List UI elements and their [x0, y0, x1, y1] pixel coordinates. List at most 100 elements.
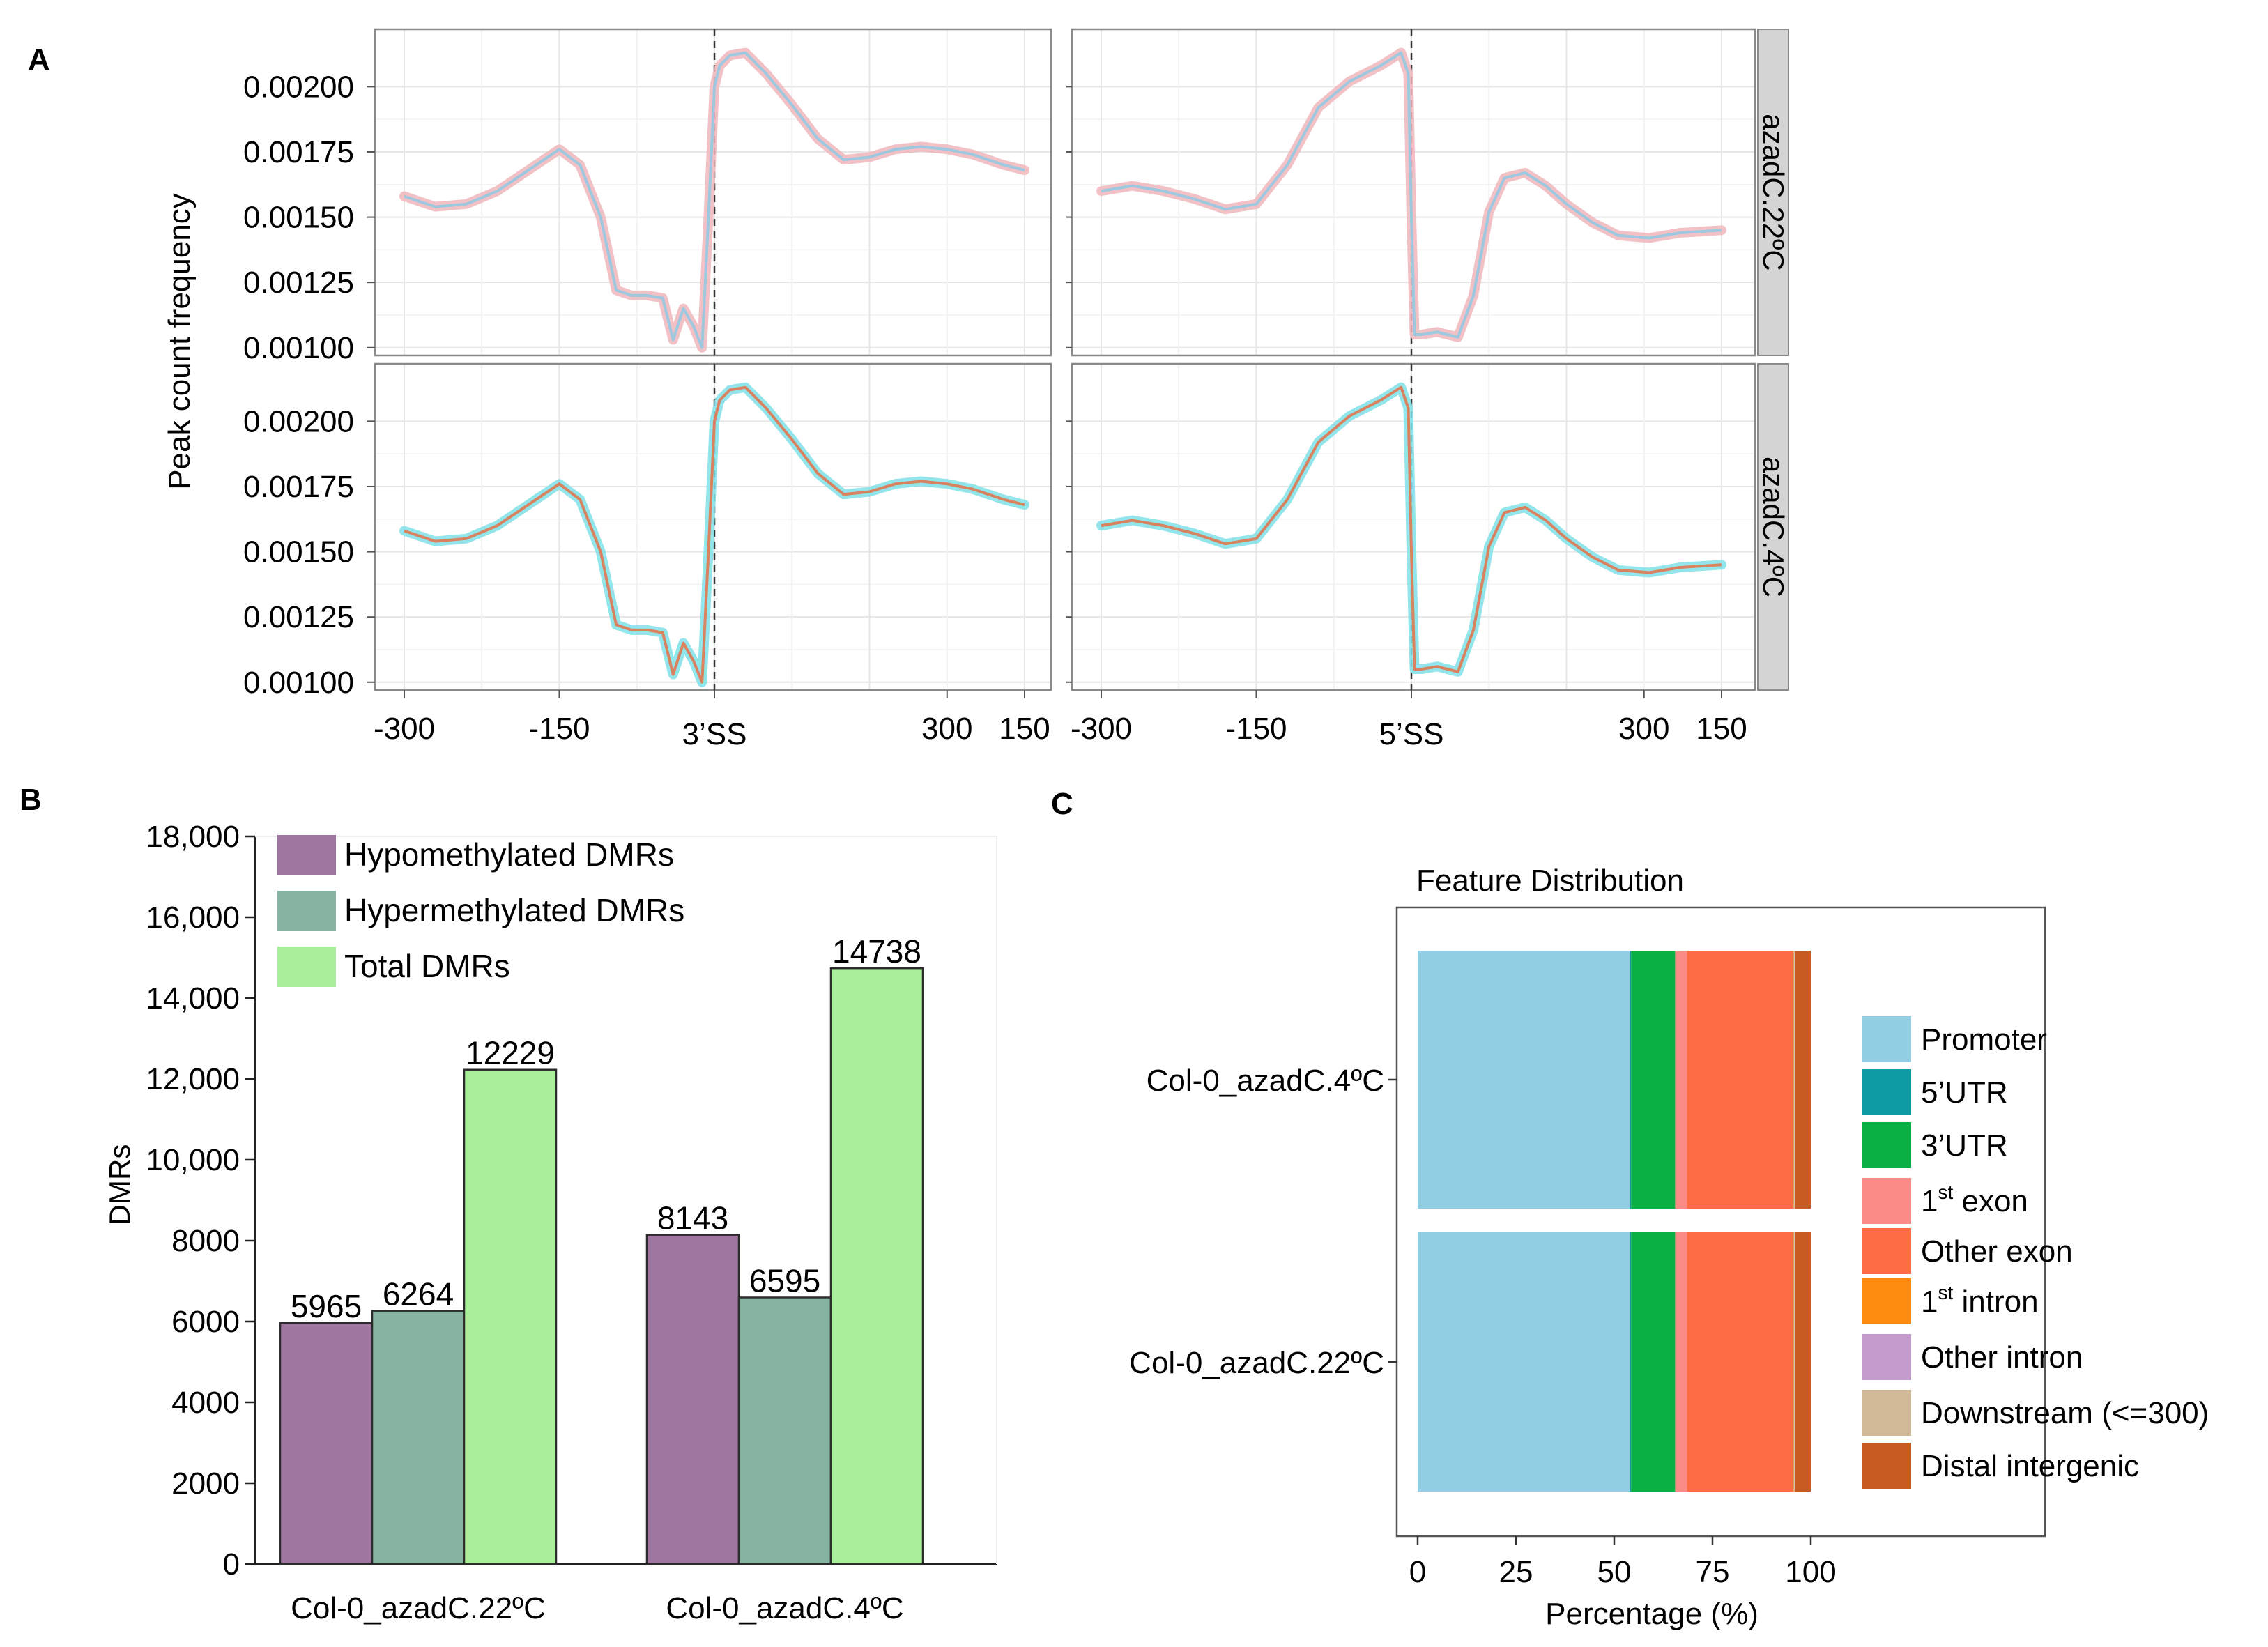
panel-c-legend-label: Downstream (<=300): [1921, 1396, 2209, 1430]
panel-c-legend-swatch: [1862, 1178, 1911, 1224]
panel-c-stacked-segment: [1631, 1232, 1676, 1492]
panel-a-peak-frequency-chart: Peak count frequency azadC.22ºC azadC.4ºC…: [162, 28, 1790, 751]
panel-label-c: C: [1051, 787, 1073, 821]
panel-c-x-tick-label: 0: [1409, 1555, 1426, 1589]
panel-label-a: A: [28, 43, 50, 77]
panel-c-legend-label: Promoter: [1921, 1022, 2047, 1057]
panel-c-legend-label: 5’UTR: [1921, 1075, 2008, 1110]
panel-b-legend-swatch: [277, 947, 336, 987]
panel-b-y-tick-label: 6000: [171, 1305, 240, 1339]
panel-b-data-label: 6264: [383, 1276, 454, 1312]
panel-a-strip-label: azadC.22ºC: [1757, 114, 1790, 270]
panel-a-y-tick-label: 0.00175: [243, 470, 354, 504]
panel-a-facet-strip: [1757, 29, 1789, 356]
panel-c-stacked-segment: [1418, 1232, 1630, 1492]
panel-b-data-label: 8143: [657, 1200, 728, 1236]
panel-c-title: Feature Distribution: [1416, 864, 1684, 898]
panel-b-legend-swatch: [277, 891, 336, 931]
panel-c-x-axis-label: Percentage (%): [1545, 1597, 1759, 1631]
panel-c-legend-label: 1st exon: [1921, 1181, 2028, 1218]
panel-a-x-tick-label: -150: [1225, 712, 1287, 746]
panel-a-x-tick-label: -300: [374, 712, 435, 746]
panel-c-legend-swatch: [1862, 1334, 1911, 1380]
panel-a-x-tick-label: -300: [1071, 712, 1132, 746]
panel-c-stacked-segment: [1631, 951, 1676, 1209]
panel-a-facet-border: [374, 362, 1052, 691]
panel-a-y-tick-label: 0.00125: [243, 266, 354, 300]
panel-a-y-tick-label: 0.00150: [243, 201, 354, 235]
panel-a-y-axis-label: Peak count frequency: [162, 193, 197, 490]
panel-a-x-tick-label: 150: [999, 712, 1050, 746]
panel-b-bar: [829, 967, 924, 1565]
panel-b-legend-label: Hypomethylated DMRs: [344, 836, 674, 873]
panel-c-stacked-segment: [1630, 951, 1632, 1209]
panel-a-series-line: [404, 385, 1025, 684]
panel-b-y-tick-label: 10,000: [146, 1143, 240, 1177]
panel-c-legend-label: 1st intron: [1921, 1282, 2039, 1319]
panel-a-y-tick-label: 0.00125: [243, 600, 354, 634]
panel-c-legend-label-part: intron: [1953, 1285, 2038, 1319]
panel-b-bar: [279, 1322, 374, 1565]
panel-b-data-label: 6595: [749, 1262, 820, 1299]
panel-a-facet-border: [1071, 362, 1756, 691]
panel-b-y-tick-label: 14,000: [146, 981, 240, 1016]
panel-c-legend-label-superscript: st: [1938, 1181, 1953, 1203]
panel-b-y-tick-label: 4000: [171, 1386, 240, 1420]
panel-b-legend-label: Hypermethylated DMRs: [344, 892, 684, 928]
panel-c-x-tick-label: 25: [1499, 1555, 1533, 1589]
panel-c-legend-label-part: exon: [1953, 1184, 2028, 1218]
panel-c-stacked-segment: [1794, 951, 1795, 1209]
panel-c-legend-label: Other exon: [1921, 1234, 2073, 1269]
panel-b-y-tick-label: 12,000: [146, 1062, 240, 1096]
panel-c-legend-label: Distal intergenic: [1921, 1449, 2139, 1483]
panel-b-bar: [645, 1234, 740, 1565]
panel-a-series-line: [1101, 51, 1722, 339]
panel-c-stacked-segment: [1793, 1232, 1794, 1492]
panel-c-legend-label-part: 1: [1921, 1184, 1938, 1218]
panel-c-stacked-segment: [1794, 1232, 1795, 1492]
panel-b-dmr-bar-chart: DMRs 0 2000 4000 6000 8000 10,000 12,000 14,000…: [103, 820, 997, 1625]
panel-b-category-label: Col-0_azadC.22ºC: [291, 1591, 546, 1625]
panel-a-x-tick-label: 3’SS: [682, 717, 747, 751]
panel-b-data-label: 14738: [832, 933, 921, 970]
panel-a-facet-border: [1071, 28, 1756, 357]
panel-b-y-tick-label: 16,000: [146, 901, 240, 935]
panel-b-data-label: 12229: [466, 1035, 555, 1071]
panel-c-stacked-segment: [1675, 951, 1687, 1209]
panel-c-stacked-segment: [1687, 1232, 1793, 1492]
panel-a-y-tick-label: 0.00200: [243, 70, 354, 104]
panel-a-y-tick-label: 0.00100: [243, 666, 354, 700]
panel-a-facet-border: [374, 28, 1052, 357]
panel-a-series-line: [1101, 385, 1722, 673]
panel-c-stacked-segment: [1793, 951, 1794, 1209]
panel-c-legend-label: 3’UTR: [1921, 1128, 2008, 1163]
panel-c-legend-swatch: [1862, 1069, 1911, 1115]
panel-c-legend-swatch: [1862, 1016, 1911, 1062]
panel-c-stacked-segment: [1418, 951, 1630, 1209]
panel-c-stacked-segment: [1687, 951, 1793, 1209]
panel-a-facet-strip: [1757, 363, 1789, 691]
panel-a-x-tick-label: 5’SS: [1379, 717, 1444, 751]
panel-label-b: B: [20, 783, 42, 817]
panel-c-stacked-segment: [1675, 1232, 1687, 1492]
panel-c-stacked-segment: [1793, 1232, 1795, 1492]
panel-a-y-tick-label: 0.00100: [243, 331, 354, 365]
panel-b-data-label: 5965: [291, 1288, 362, 1324]
panel-c-legend-swatch: [1862, 1390, 1911, 1436]
panel-c-stacked-segment: [1630, 1232, 1632, 1492]
panel-a-y-tick-label: 0.00200: [243, 404, 354, 438]
panel-b-y-tick-label: 8000: [171, 1224, 240, 1258]
panel-b-legend-swatch: [277, 835, 336, 875]
panel-b-category-label: Col-0_azadC.4ºC: [666, 1591, 903, 1625]
panel-b-bar: [371, 1310, 466, 1565]
panel-b-bar: [463, 1068, 558, 1565]
panel-c-category-label: Col-0_azadC.4ºC: [1147, 1064, 1384, 1098]
panel-a-y-tick-label: 0.00150: [243, 535, 354, 569]
panel-c-legend-swatch: [1862, 1278, 1911, 1324]
panel-c-stacked-segment: [1795, 951, 1811, 1209]
panel-c-legend-swatch: [1862, 1122, 1911, 1168]
panel-c-legend-label: Other intron: [1921, 1340, 2083, 1374]
panel-a-x-tick-label: 300: [921, 712, 972, 746]
panel-a-y-tick-label: 0.00175: [243, 135, 354, 169]
